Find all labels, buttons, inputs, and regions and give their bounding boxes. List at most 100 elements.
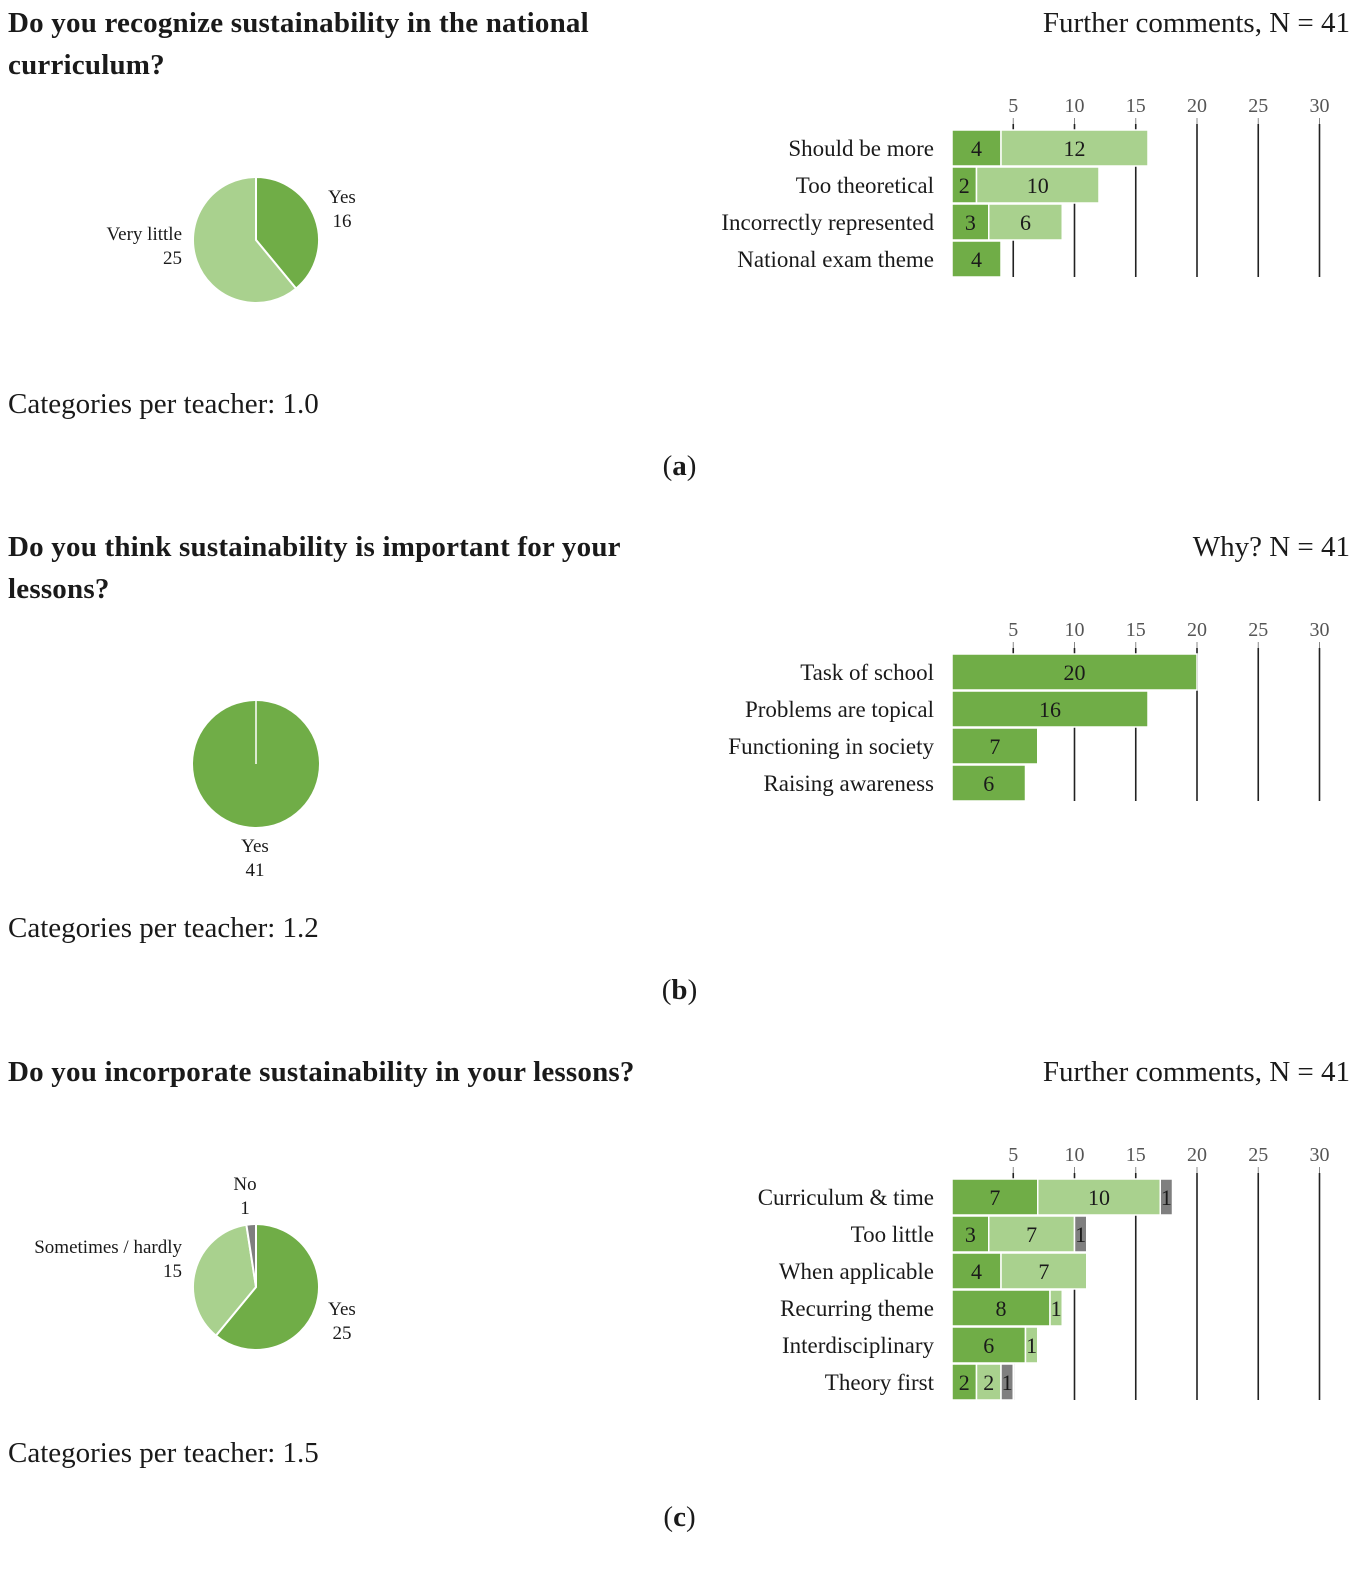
- bar-value-label: 1: [1051, 1296, 1062, 1321]
- category-label: Too little: [851, 1222, 934, 1247]
- category-label: Should be more: [788, 136, 934, 161]
- bar-value-label: 7: [989, 734, 1000, 759]
- panel-b: Do you think sustainability is important…: [0, 524, 1359, 1048]
- question-title: Do you recognize sustainability in the n…: [8, 7, 589, 81]
- panel-a: Do you recognize sustainability in the n…: [0, 0, 1359, 524]
- pie-slice-value: 25: [163, 248, 182, 269]
- bar-segment-dark: [951, 653, 1198, 691]
- bar-value-label: 6: [1020, 210, 1031, 235]
- category-label: Theory first: [825, 1370, 935, 1395]
- bar-value-label: 1: [1161, 1185, 1172, 1210]
- bar-segment-dark: [951, 1215, 990, 1253]
- bar-segment-gray: [1159, 1178, 1174, 1216]
- bar-value-label: 1: [1026, 1333, 1037, 1358]
- bar-value-label: 3: [965, 210, 976, 235]
- category-label: Recurring theme: [780, 1296, 934, 1321]
- x-tick-label: 25: [1248, 95, 1268, 117]
- pie-slice-value: 16: [333, 211, 352, 232]
- bar-segment-light: [975, 166, 1100, 204]
- category-label: Task of school: [800, 660, 934, 685]
- pie-slice: [245, 1222, 257, 1288]
- pie-slice-value: 15: [163, 1261, 182, 1282]
- bar-chart-title: Why? N = 41: [1192, 531, 1350, 563]
- bar-value-label: 3: [965, 1222, 976, 1247]
- bar-value-label: 2: [959, 1370, 970, 1395]
- x-tick-label: 10: [1065, 619, 1085, 641]
- bar-value-label: 20: [1064, 660, 1086, 685]
- bar-chart-title: Further comments, N = 41: [1042, 1056, 1350, 1088]
- bar-segment-dark: [951, 1326, 1027, 1364]
- x-tick-label: 25: [1248, 619, 1268, 641]
- pie-slice-value: 41: [246, 860, 265, 881]
- bar-segment-dark: [951, 203, 990, 241]
- question-title: Do you incorporate sustainability in you…: [8, 1056, 635, 1088]
- x-tick-label: 25: [1248, 1144, 1268, 1166]
- bar-value-label: 7: [1026, 1222, 1037, 1247]
- category-label: Too theoretical: [796, 173, 934, 198]
- bar-segment-dark: [951, 690, 1149, 728]
- pie-slice-label: Very little: [107, 224, 182, 245]
- bar-value-label: 10: [1027, 173, 1049, 198]
- bar-value-label: 10: [1088, 1185, 1110, 1210]
- pie-slice-label: Sometimes / hardly: [34, 1237, 182, 1258]
- x-tick-label: 5: [1008, 1144, 1018, 1166]
- bar-value-label: 7: [1038, 1259, 1049, 1284]
- categories-per-teacher: Categories per teacher: 1.5: [8, 1437, 319, 1469]
- bar-segment-light: [1024, 1326, 1039, 1364]
- bar-segment-dark: [951, 1252, 1002, 1290]
- figure-caption: (b): [661, 974, 698, 1006]
- bar-chart-title: Further comments, N = 41: [1042, 7, 1350, 39]
- panel-c: Do you incorporate sustainability in you…: [0, 1049, 1359, 1573]
- pie-slice-value: 25: [333, 1323, 352, 1344]
- figure-caption: (c): [663, 1501, 696, 1533]
- bar-value-label: 7: [989, 1185, 1000, 1210]
- bar-value-label: 6: [983, 771, 994, 796]
- category-label: Curriculum & time: [758, 1185, 934, 1210]
- bar-segment-light: [988, 1215, 1076, 1253]
- x-tick-label: 15: [1126, 619, 1146, 641]
- bar-segment-dark: [951, 727, 1039, 765]
- bar-value-label: 16: [1039, 697, 1061, 722]
- category-label: Problems are topical: [745, 697, 934, 722]
- pie-slice-label: Yes: [241, 836, 269, 857]
- bar-value-label: 4: [971, 136, 982, 161]
- x-tick-label: 5: [1008, 619, 1018, 641]
- pie-slice: [192, 175, 298, 304]
- bar-value-label: 4: [971, 247, 982, 272]
- x-tick-label: 20: [1187, 619, 1207, 641]
- bar-segment-light: [1000, 1252, 1088, 1290]
- bar-segment-dark: [951, 1289, 1051, 1327]
- category-label: Raising awareness: [763, 771, 934, 796]
- category-label: Functioning in society: [728, 734, 934, 759]
- bar-segment-light: [1000, 129, 1149, 167]
- bar-value-label: 12: [1064, 136, 1086, 161]
- bar-value-label: 8: [996, 1296, 1007, 1321]
- bar-segment-dark: [951, 129, 1002, 167]
- bar-segment-dark: [951, 240, 1002, 278]
- pie-slice: [192, 1223, 258, 1338]
- pie-slice-label: Yes: [328, 1299, 356, 1320]
- question-title: Do you think sustainability is important…: [8, 531, 621, 605]
- x-tick-label: 20: [1187, 1144, 1207, 1166]
- x-tick-label: 15: [1126, 1144, 1146, 1166]
- x-tick-label: 30: [1310, 1144, 1330, 1166]
- pie-chart: Yes 25 Sometimes / hardly 15 No 1: [34, 1174, 356, 1351]
- x-tick-label: 10: [1065, 1144, 1085, 1166]
- bar-value-label: 2: [983, 1370, 994, 1395]
- category-label: Interdisciplinary: [782, 1333, 935, 1358]
- bar-chart: 5 10 15 20 25 30 Should be more 4 12 Too theoreti…: [721, 95, 1330, 278]
- bar-value-label: 1: [1075, 1222, 1086, 1247]
- bar-value-label: 6: [983, 1333, 994, 1358]
- x-tick-label: 20: [1187, 95, 1207, 117]
- x-tick-label: 10: [1065, 95, 1085, 117]
- bar-chart: 5 10 15 20 25 30 Task of school 20 Problems are …: [728, 619, 1330, 802]
- bar-segment-gray: [1073, 1215, 1088, 1253]
- categories-per-teacher: Categories per teacher: 1.0: [8, 388, 319, 420]
- categories-per-teacher: Categories per teacher: 1.2: [8, 912, 319, 944]
- category-label: National exam theme: [737, 247, 934, 272]
- x-tick-label: 15: [1126, 95, 1146, 117]
- x-tick-label: 30: [1310, 619, 1330, 641]
- bar-value-label: 2: [959, 173, 970, 198]
- pie-slice: [255, 175, 320, 291]
